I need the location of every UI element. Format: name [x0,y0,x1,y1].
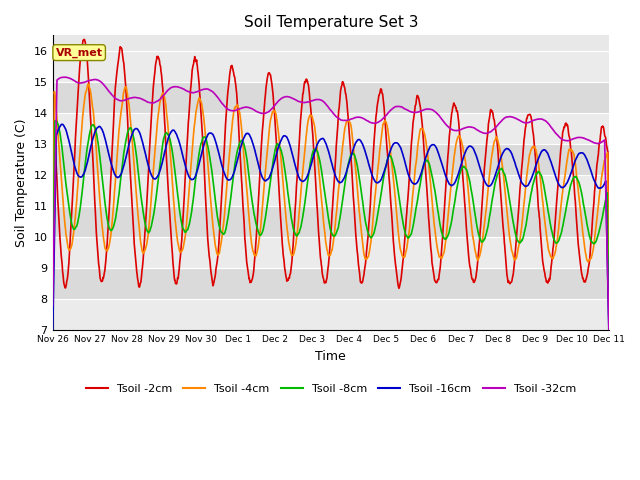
Text: VR_met: VR_met [56,48,102,58]
Bar [52,299,609,330]
Bar [52,82,609,113]
Bar [52,113,609,144]
Y-axis label: Soil Temperature (C): Soil Temperature (C) [15,119,28,247]
Bar [52,144,609,175]
Title: Soil Temperature Set 3: Soil Temperature Set 3 [244,15,418,30]
Bar [52,175,609,206]
X-axis label: Time: Time [316,349,346,362]
Bar [52,237,609,268]
Bar [52,268,609,299]
Bar [52,206,609,237]
Legend: Tsoil -2cm, Tsoil -4cm, Tsoil -8cm, Tsoil -16cm, Tsoil -32cm: Tsoil -2cm, Tsoil -4cm, Tsoil -8cm, Tsoi… [81,379,580,398]
Bar [52,51,609,82]
